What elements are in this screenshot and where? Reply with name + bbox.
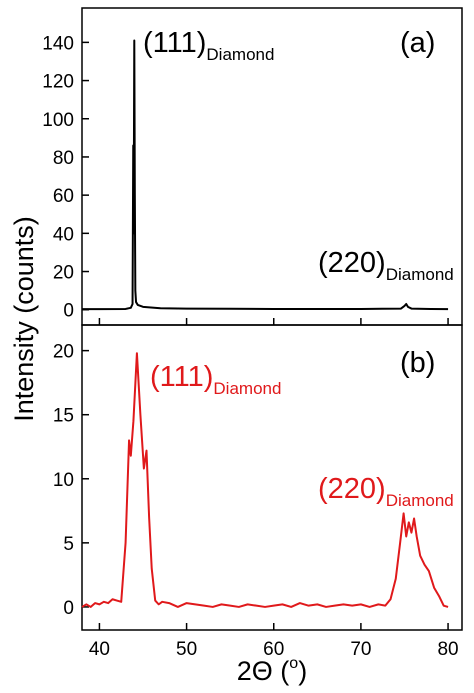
plot-frame [81,324,463,631]
y-axis-label: Intensity (counts) [9,216,39,422]
y-tick-label: 120 [42,72,74,93]
y-tick-label: 0 [63,598,74,619]
y-tick-label: 100 [42,110,74,131]
annotation-text: (a) [400,27,435,59]
annotation-subscript: Diamond [206,45,274,64]
x-axis-label-text: 2Θ ( [237,656,290,686]
data-line [81,352,449,608]
annotation: (a) [400,27,435,59]
y-tick-label: 10 [53,470,74,491]
annotation-subscript: Diamond [386,491,454,510]
annotation-text: (220) [318,247,386,279]
x-axis-label-end: ) [298,656,307,686]
x-tick-label: 50 [176,639,197,660]
annotation: (111)Diamond [143,27,274,64]
x-axis-label: 2Θ (o) [237,655,307,686]
y-tick-label: 80 [53,148,74,169]
annotation-subscript: Diamond [386,265,454,284]
annotation: (b) [400,347,435,379]
annotation: (220)Diamond [318,473,454,510]
y-tick-label: 60 [53,186,74,207]
y-tick-label: 0 [63,301,74,322]
annotation-text: (b) [400,347,435,379]
x-axis-label-sup: o [289,655,298,672]
y-tick-label: 20 [53,342,74,363]
x-tick-label: 80 [437,639,458,660]
x-tick-label: 70 [350,639,371,660]
x-tick-label: 40 [89,639,110,660]
y-tick-label: 15 [53,406,74,427]
annotation-text: (111) [143,27,206,59]
data-line [82,39,449,311]
x-tick-label: 60 [263,639,284,660]
y-tick-label: 5 [63,534,74,555]
annotation: (220)Diamond [318,247,454,284]
annotation: (111)Diamond [150,361,281,398]
annotation-text: (111) [150,361,213,393]
y-tick-label: 40 [53,224,74,245]
y-tick-label: 20 [53,263,74,284]
annotation-subscript: Diamond [213,379,281,398]
y-tick-label: 140 [42,33,74,54]
annotation-text: (220) [318,473,386,505]
